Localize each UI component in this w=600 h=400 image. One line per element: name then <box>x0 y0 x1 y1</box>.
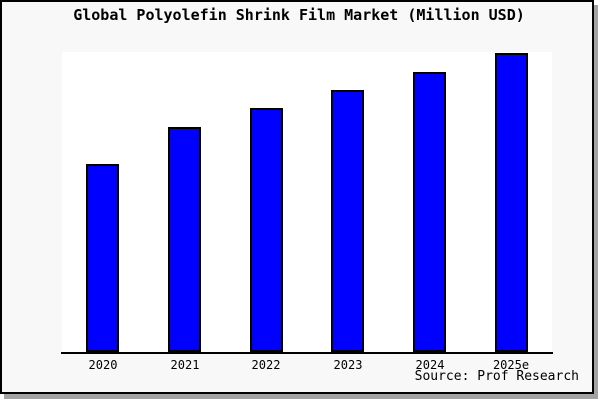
bar-2020 <box>86 164 119 352</box>
x-axis-labels: 2020 2021 2022 2023 2024 2025e <box>62 358 552 374</box>
bar-2025e <box>495 53 528 352</box>
bar-2022 <box>250 108 283 352</box>
chart-frame: Global Polyolefin Shrink Film Market (Mi… <box>0 0 594 394</box>
x-tick-label-2022: 2022 <box>251 358 281 372</box>
x-tick-label-2025e: 2025e <box>492 358 530 372</box>
x-tick-label-2020: 2020 <box>88 358 118 372</box>
source-note: Source: Prof Research <box>414 369 579 384</box>
x-tick-label-2021: 2021 <box>170 358 200 372</box>
bar-2024 <box>413 72 446 352</box>
plot-area <box>61 52 553 354</box>
x-tick-label-2023: 2023 <box>333 358 363 372</box>
bar-2023 <box>331 90 364 352</box>
x-axis-line <box>61 352 553 354</box>
x-tick-label-2024: 2024 <box>415 358 445 372</box>
chart-title: Global Polyolefin Shrink Film Market (Mi… <box>73 6 525 24</box>
bar-2021 <box>168 127 201 352</box>
